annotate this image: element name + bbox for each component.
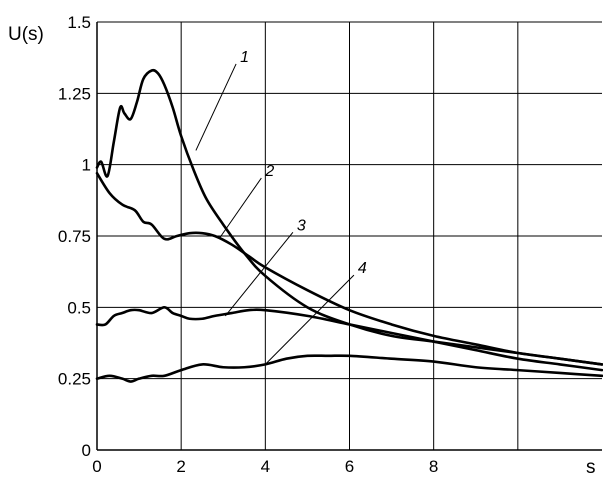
curve-label-3: 3 xyxy=(297,217,306,234)
x-axis-title: s xyxy=(586,457,596,478)
y-tick-label: 0.75 xyxy=(58,227,91,246)
y-axis-title: U(s) xyxy=(8,24,44,45)
x-tick-label: 8 xyxy=(429,457,438,476)
x-tick-label: 2 xyxy=(176,457,185,476)
x-tick-label: 6 xyxy=(345,457,354,476)
curve-label-leader-2 xyxy=(218,177,262,240)
y-tick-label: 0 xyxy=(82,441,91,460)
series-line-2 xyxy=(95,171,603,366)
y-tick-label: 1.25 xyxy=(58,84,91,103)
curve-label-2: 2 xyxy=(264,163,274,180)
y-tick-label: 1.5 xyxy=(67,13,91,32)
x-tick-label: 0 xyxy=(92,457,101,476)
x-tick-label: 4 xyxy=(261,457,270,476)
series-line-3 xyxy=(95,306,603,372)
y-tick-label: 1 xyxy=(82,156,91,175)
y-tick-label: 0.5 xyxy=(67,298,91,317)
curve-label-1: 1 xyxy=(240,49,249,66)
curve-label-leader-1 xyxy=(195,63,237,151)
series-line-4 xyxy=(95,354,603,383)
y-tick-label: 0.25 xyxy=(58,370,91,389)
curve-label-4: 4 xyxy=(358,260,367,277)
curve-label-leader-4 xyxy=(264,274,355,365)
curve-label-leader-3 xyxy=(224,231,294,317)
